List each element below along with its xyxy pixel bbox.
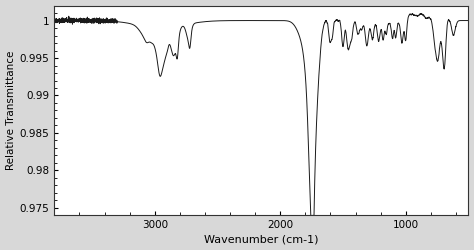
Y-axis label: Relative Transmittance: Relative Transmittance [6,51,16,170]
X-axis label: Wavenumber (cm-1): Wavenumber (cm-1) [204,234,319,244]
